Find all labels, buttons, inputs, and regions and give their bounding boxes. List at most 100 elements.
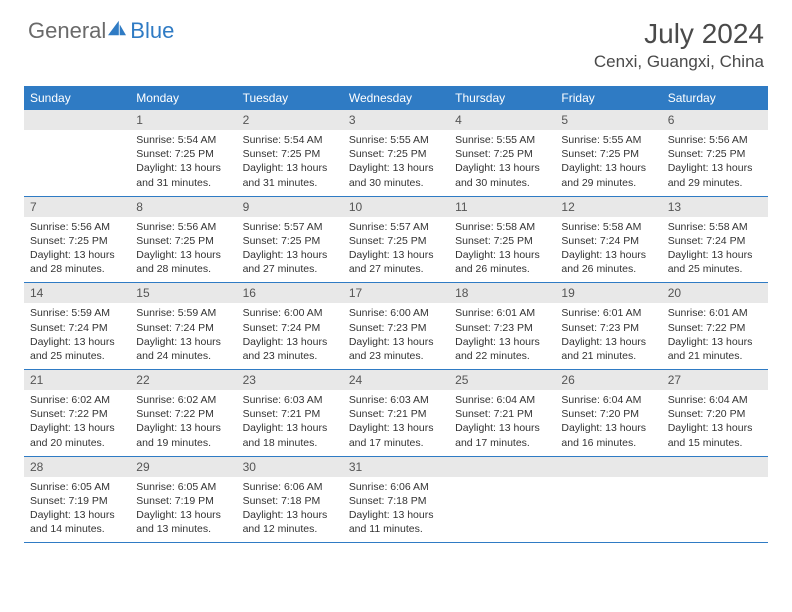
day-details xyxy=(24,130,130,139)
calendar-day-cell: 17Sunrise: 6:00 AMSunset: 7:23 PMDayligh… xyxy=(343,283,449,370)
day-details: Sunrise: 5:54 AMSunset: 7:25 PMDaylight:… xyxy=(130,130,236,196)
weekday-header: Friday xyxy=(555,86,661,110)
calendar-day-cell: 7Sunrise: 5:56 AMSunset: 7:25 PMDaylight… xyxy=(24,196,130,283)
day-details: Sunrise: 6:02 AMSunset: 7:22 PMDaylight:… xyxy=(130,390,236,456)
day-number: 8 xyxy=(130,197,236,217)
day-number: 10 xyxy=(343,197,449,217)
day-number: 18 xyxy=(449,283,555,303)
day-number: 14 xyxy=(24,283,130,303)
day-details: Sunrise: 5:55 AMSunset: 7:25 PMDaylight:… xyxy=(343,130,449,196)
day-number: 1 xyxy=(130,110,236,130)
day-details: Sunrise: 5:57 AMSunset: 7:25 PMDaylight:… xyxy=(343,217,449,283)
day-number: 31 xyxy=(343,457,449,477)
calendar-day-cell: 16Sunrise: 6:00 AMSunset: 7:24 PMDayligh… xyxy=(237,283,343,370)
day-number: 21 xyxy=(24,370,130,390)
day-number: 13 xyxy=(662,197,768,217)
day-number: 11 xyxy=(449,197,555,217)
day-details: Sunrise: 5:58 AMSunset: 7:24 PMDaylight:… xyxy=(662,217,768,283)
day-number: 16 xyxy=(237,283,343,303)
day-number: 5 xyxy=(555,110,661,130)
day-number: 28 xyxy=(24,457,130,477)
day-number: 12 xyxy=(555,197,661,217)
title-block: July 2024 Cenxi, Guangxi, China xyxy=(594,18,764,72)
calendar-day-cell: 12Sunrise: 5:58 AMSunset: 7:24 PMDayligh… xyxy=(555,196,661,283)
calendar-day-cell: 1Sunrise: 5:54 AMSunset: 7:25 PMDaylight… xyxy=(130,110,236,196)
day-number: 7 xyxy=(24,197,130,217)
day-number: 3 xyxy=(343,110,449,130)
day-details: Sunrise: 6:02 AMSunset: 7:22 PMDaylight:… xyxy=(24,390,130,456)
calendar-day-cell: 31Sunrise: 6:06 AMSunset: 7:18 PMDayligh… xyxy=(343,456,449,543)
day-details: Sunrise: 6:00 AMSunset: 7:24 PMDaylight:… xyxy=(237,303,343,369)
calendar-day-cell: 4Sunrise: 5:55 AMSunset: 7:25 PMDaylight… xyxy=(449,110,555,196)
day-details: Sunrise: 5:59 AMSunset: 7:24 PMDaylight:… xyxy=(24,303,130,369)
calendar-day-cell: 22Sunrise: 6:02 AMSunset: 7:22 PMDayligh… xyxy=(130,370,236,457)
location-label: Cenxi, Guangxi, China xyxy=(594,52,764,72)
day-details: Sunrise: 6:04 AMSunset: 7:20 PMDaylight:… xyxy=(555,390,661,456)
calendar-week-row: 14Sunrise: 5:59 AMSunset: 7:24 PMDayligh… xyxy=(24,283,768,370)
day-number: 2 xyxy=(237,110,343,130)
weekday-header-row: Sunday Monday Tuesday Wednesday Thursday… xyxy=(24,86,768,110)
day-details: Sunrise: 5:58 AMSunset: 7:25 PMDaylight:… xyxy=(449,217,555,283)
day-number xyxy=(555,457,661,477)
day-details: Sunrise: 5:54 AMSunset: 7:25 PMDaylight:… xyxy=(237,130,343,196)
day-number xyxy=(449,457,555,477)
calendar-table: Sunday Monday Tuesday Wednesday Thursday… xyxy=(24,86,768,543)
day-number: 9 xyxy=(237,197,343,217)
calendar-day-cell xyxy=(449,456,555,543)
day-details: Sunrise: 5:59 AMSunset: 7:24 PMDaylight:… xyxy=(130,303,236,369)
day-details xyxy=(662,477,768,486)
calendar-day-cell: 6Sunrise: 5:56 AMSunset: 7:25 PMDaylight… xyxy=(662,110,768,196)
calendar-day-cell: 27Sunrise: 6:04 AMSunset: 7:20 PMDayligh… xyxy=(662,370,768,457)
calendar-day-cell: 19Sunrise: 6:01 AMSunset: 7:23 PMDayligh… xyxy=(555,283,661,370)
calendar-week-row: 28Sunrise: 6:05 AMSunset: 7:19 PMDayligh… xyxy=(24,456,768,543)
calendar-week-row: 21Sunrise: 6:02 AMSunset: 7:22 PMDayligh… xyxy=(24,370,768,457)
page-header: General Blue July 2024 Cenxi, Guangxi, C… xyxy=(0,0,792,80)
day-details: Sunrise: 6:01 AMSunset: 7:23 PMDaylight:… xyxy=(555,303,661,369)
weekday-header: Wednesday xyxy=(343,86,449,110)
calendar-body: 1Sunrise: 5:54 AMSunset: 7:25 PMDaylight… xyxy=(24,110,768,543)
brand-text-2: Blue xyxy=(130,18,174,44)
day-details: Sunrise: 6:06 AMSunset: 7:18 PMDaylight:… xyxy=(343,477,449,543)
day-number: 17 xyxy=(343,283,449,303)
brand-text-1: General xyxy=(28,18,106,44)
calendar-day-cell: 24Sunrise: 6:03 AMSunset: 7:21 PMDayligh… xyxy=(343,370,449,457)
day-details: Sunrise: 6:04 AMSunset: 7:21 PMDaylight:… xyxy=(449,390,555,456)
day-number: 29 xyxy=(130,457,236,477)
day-details: Sunrise: 6:04 AMSunset: 7:20 PMDaylight:… xyxy=(662,390,768,456)
day-details: Sunrise: 6:00 AMSunset: 7:23 PMDaylight:… xyxy=(343,303,449,369)
calendar-day-cell: 9Sunrise: 5:57 AMSunset: 7:25 PMDaylight… xyxy=(237,196,343,283)
calendar-day-cell: 21Sunrise: 6:02 AMSunset: 7:22 PMDayligh… xyxy=(24,370,130,457)
day-details: Sunrise: 6:01 AMSunset: 7:22 PMDaylight:… xyxy=(662,303,768,369)
calendar-day-cell: 11Sunrise: 5:58 AMSunset: 7:25 PMDayligh… xyxy=(449,196,555,283)
calendar-day-cell: 23Sunrise: 6:03 AMSunset: 7:21 PMDayligh… xyxy=(237,370,343,457)
day-details: Sunrise: 5:56 AMSunset: 7:25 PMDaylight:… xyxy=(662,130,768,196)
day-details: Sunrise: 6:03 AMSunset: 7:21 PMDaylight:… xyxy=(237,390,343,456)
day-number: 26 xyxy=(555,370,661,390)
day-details: Sunrise: 5:55 AMSunset: 7:25 PMDaylight:… xyxy=(555,130,661,196)
weekday-header: Sunday xyxy=(24,86,130,110)
calendar-day-cell xyxy=(555,456,661,543)
day-details: Sunrise: 5:56 AMSunset: 7:25 PMDaylight:… xyxy=(130,217,236,283)
day-details xyxy=(449,477,555,486)
day-number xyxy=(24,110,130,130)
calendar-day-cell: 18Sunrise: 6:01 AMSunset: 7:23 PMDayligh… xyxy=(449,283,555,370)
calendar-day-cell: 20Sunrise: 6:01 AMSunset: 7:22 PMDayligh… xyxy=(662,283,768,370)
calendar-day-cell: 13Sunrise: 5:58 AMSunset: 7:24 PMDayligh… xyxy=(662,196,768,283)
day-number: 22 xyxy=(130,370,236,390)
day-details: Sunrise: 5:58 AMSunset: 7:24 PMDaylight:… xyxy=(555,217,661,283)
calendar-day-cell: 30Sunrise: 6:06 AMSunset: 7:18 PMDayligh… xyxy=(237,456,343,543)
calendar-week-row: 7Sunrise: 5:56 AMSunset: 7:25 PMDaylight… xyxy=(24,196,768,283)
brand-sail-icon xyxy=(106,19,128,37)
calendar-day-cell: 8Sunrise: 5:56 AMSunset: 7:25 PMDaylight… xyxy=(130,196,236,283)
day-details: Sunrise: 6:01 AMSunset: 7:23 PMDaylight:… xyxy=(449,303,555,369)
calendar-week-row: 1Sunrise: 5:54 AMSunset: 7:25 PMDaylight… xyxy=(24,110,768,196)
day-details xyxy=(555,477,661,486)
day-number: 6 xyxy=(662,110,768,130)
day-details: Sunrise: 6:03 AMSunset: 7:21 PMDaylight:… xyxy=(343,390,449,456)
calendar-day-cell xyxy=(662,456,768,543)
day-details: Sunrise: 5:55 AMSunset: 7:25 PMDaylight:… xyxy=(449,130,555,196)
calendar-day-cell: 29Sunrise: 6:05 AMSunset: 7:19 PMDayligh… xyxy=(130,456,236,543)
day-number: 19 xyxy=(555,283,661,303)
day-number: 27 xyxy=(662,370,768,390)
day-details: Sunrise: 5:56 AMSunset: 7:25 PMDaylight:… xyxy=(24,217,130,283)
